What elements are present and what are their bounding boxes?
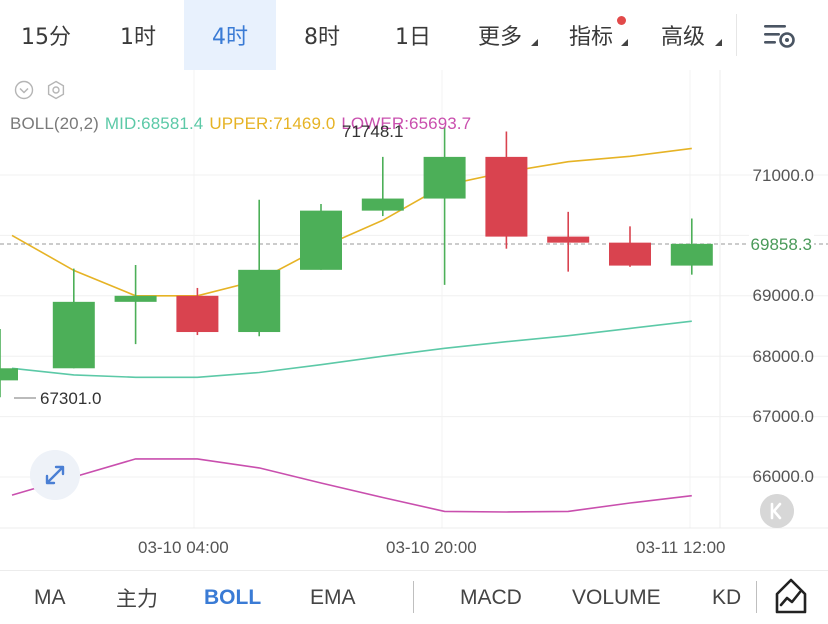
scroll-to-start-icon[interactable] [760,494,794,528]
chart-canvas [0,70,828,529]
indicators-dropdown[interactable]: 指标 [550,0,632,70]
indicator-label: MACD [460,586,522,609]
dropdown-caret-icon [621,39,628,46]
time-tick-label: 03-10 20:00 [386,538,477,557]
interval-bar: 15分 1时 4时 8时 1日 更多 指标 高级 [0,0,828,70]
dropdown-caret-icon [531,39,538,46]
candle-body-down [609,242,651,266]
boll-lower-line [11,458,692,513]
more-dropdown[interactable]: 更多 [458,0,542,70]
divider [756,581,757,613]
fullscreen-expand-icon[interactable] [30,450,80,500]
candle-body-down [176,295,219,333]
indicator-tab-ema[interactable]: EMA [310,571,356,624]
tab-label: 1时 [120,25,156,50]
tab-label: 8时 [304,25,340,50]
boll-upper-line [11,147,692,297]
tab-label: 1日 [395,25,431,50]
indicator-tab-main-force[interactable]: 主力 [116,571,158,624]
chart-settings-icon[interactable] [758,18,798,52]
indicator-label: VOLUME [572,586,661,609]
time-tick-label: 03-10 04:00 [138,538,229,557]
boll-lower-value: LOWER:65693.7 [341,114,472,133]
candle-body-up [52,301,95,369]
tab-1h[interactable]: 1时 [92,0,184,70]
boll-mid-line [11,320,692,379]
divider [413,581,414,613]
price-tick-label: 66000.0 [752,467,814,486]
tab-label: 更多 [477,25,522,50]
tab-4h[interactable]: 4时 [184,0,276,70]
indicator-tab-ma[interactable]: MA [34,571,66,624]
price-tick-label: 68000.0 [752,347,814,366]
candle-body-down [547,236,590,243]
indicator-settings-icon[interactable] [46,80,66,100]
high-price-label: 71748.1 [342,122,404,141]
dropdown-caret-icon [715,39,722,46]
indicator-bar: MA 主力 BOLL EMA MACD VOLUME KD [0,570,828,624]
boll-mid-value: MID:68581.4 [104,114,204,133]
candle-body-down [485,156,528,237]
candle-body-up [361,198,404,211]
price-tick-label: 71000.0 [752,166,814,185]
tab-1d[interactable]: 1日 [368,0,458,70]
tab-label: 高级 [660,25,705,50]
candle-body-up [0,368,18,381]
indicator-label: 主力 [116,588,158,611]
indicator-tab-macd[interactable]: MACD [460,571,522,624]
drawing-tool-icon[interactable] [774,577,808,617]
current-price-label: 69858.3 [748,234,814,256]
indicator-tab-kd[interactable]: KD [712,571,741,624]
kline-chart[interactable]: BOLL(20,2) MID:68581.4 UPPER:71469.0 LOWER:… [0,70,828,570]
indicator-label: EMA [310,586,356,609]
indicator-tab-volume[interactable]: VOLUME [572,571,661,624]
tab-label: 15分 [21,25,71,50]
tab-8h[interactable]: 8时 [276,0,368,70]
advanced-dropdown[interactable]: 高级 [640,0,726,70]
time-tick-label: 03-11 12:00 [636,538,726,557]
notification-dot [617,16,626,25]
low-price-label: 67301.0 [40,389,102,408]
divider [736,14,737,56]
candle-body-up [670,243,713,266]
collapse-indicator-icon[interactable] [14,80,34,100]
indicator-label: MA [34,586,66,609]
price-tick-label: 67000.0 [752,407,814,426]
indicator-label: BOLL [204,586,262,609]
tab-15m[interactable]: 15分 [0,0,92,70]
candle-body-up [300,210,342,270]
indicator-label: KD [712,586,742,609]
tab-label: 4时 [212,25,248,50]
boll-upper-value: UPPER:71469.0 [209,114,336,133]
candle-body-up [114,295,157,302]
candle-body-up [238,269,281,333]
boll-name: BOLL(20,2) [10,114,99,133]
candle-body-up [423,156,466,199]
indicator-tab-boll[interactable]: BOLL [204,571,261,624]
tab-label: 指标 [568,25,613,50]
price-tick-label: 69000.0 [752,286,814,305]
boll-legend: BOLL(20,2) MID:68581.4 UPPER:71469.0 LOWER:… [10,114,477,134]
